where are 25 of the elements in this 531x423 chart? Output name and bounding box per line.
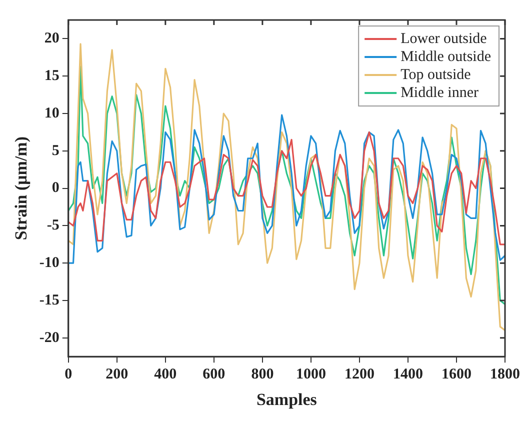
x-axis-title: Samples [256, 390, 318, 410]
x-tick-label: 600 [202, 366, 226, 382]
y-tick-label: -15 [39, 292, 60, 308]
x-tick-label: 400 [154, 366, 177, 382]
x-tick-label: 1400 [392, 366, 423, 382]
y-tick-label: -20 [39, 330, 60, 346]
x-tick-label: 200 [106, 366, 128, 382]
y-axis-title: Strain (μm/m) [12, 136, 31, 240]
y-tick-label: -10 [39, 254, 60, 271]
y-tick-label: 10 [44, 105, 60, 122]
x-tick-label: 1800 [490, 366, 520, 382]
y-tick-label: 20 [44, 30, 60, 47]
y-tick-label: 5 [52, 142, 60, 159]
legend-label: Top outside [400, 66, 472, 83]
legend-label: Middle outside [400, 48, 492, 65]
y-tick-label: -5 [46, 218, 60, 234]
x-tick-label: 1600 [441, 366, 472, 382]
y-tick-label: 0 [52, 180, 60, 196]
x-tick-label: 800 [251, 366, 274, 382]
legend-label: Lower outside [400, 30, 488, 47]
legend-label: Middle inner [400, 84, 478, 101]
x-tick-label: 0 [64, 366, 72, 382]
x-tick-label: 1200 [344, 366, 374, 382]
y-tick-label: 15 [44, 68, 60, 84]
x-tick-label: 1000 [296, 366, 326, 382]
